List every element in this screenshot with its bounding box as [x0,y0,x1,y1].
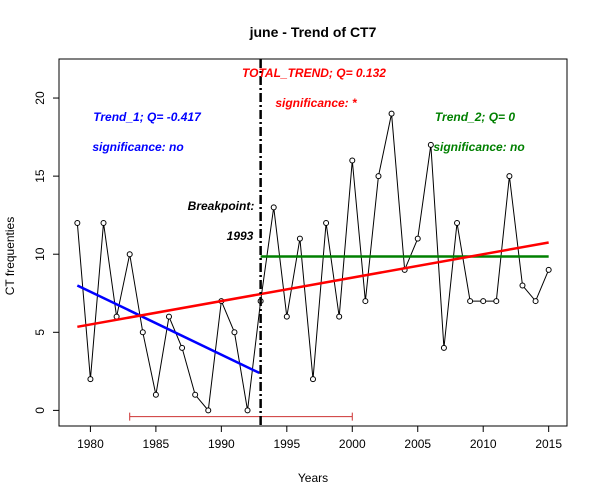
trend2-significance-label: significance: no [433,140,524,154]
data-point [296,235,303,242]
data-point [375,173,382,180]
data-point [362,298,369,305]
x-tick-label: 1995 [273,437,300,451]
data-point [414,235,421,242]
data-point [283,313,290,320]
trend1-significance-label: significance: no [92,140,183,154]
x-tick-label: 1980 [77,437,104,451]
total-trend-line [77,241,549,329]
data-point [336,313,343,320]
data-point [454,219,461,226]
x-axis-label: Years [298,471,328,485]
data-point [152,391,159,398]
y-axis-label: CT frequenties [3,217,17,296]
y-tick-label: 0 [33,407,47,414]
data-point [493,298,500,305]
x-tick-label: 2015 [535,437,562,451]
total-significance-label: significance: * [275,96,358,110]
data-point [231,329,238,336]
plot-area [74,59,552,426]
data-point [323,219,330,226]
data-point [192,391,199,398]
data-point [179,344,186,351]
trend1-line [76,284,260,375]
x-tick-label: 2000 [339,437,366,451]
data-point [440,344,447,351]
x-tick-label: 1985 [143,437,170,451]
data-point [349,157,356,164]
series-line [76,113,550,412]
trend1-label: Trend_1; Q= -0.417 [93,110,202,124]
data-point [388,110,395,117]
breakpoint-label: Breakpoint: [188,199,255,213]
y-tick-label: 15 [33,169,47,183]
data-point [310,376,316,383]
data-point [506,173,513,180]
x-tick-label: 2005 [404,437,431,451]
data-point [244,407,251,414]
chart-title: june - Trend of CT7 [249,24,377,40]
data-point [532,298,539,305]
data-point [205,407,212,414]
total-trend-label: TOTAL_TREND; Q= 0.132 [242,66,386,80]
data-point [100,219,107,226]
breakpoint-year-label: 1993 [227,229,254,243]
data-point [74,219,81,226]
data-point [480,298,487,305]
y-tick-label: 5 [33,329,47,336]
trend2-label: Trend_2; Q= 0 [435,110,515,124]
x-tick-label: 1990 [208,437,235,451]
data-point [165,313,172,320]
data-point [519,282,526,289]
data-point [427,141,434,148]
data-point [270,204,277,211]
data-point [545,266,552,273]
x-tick-label: 2010 [470,437,497,451]
data-point [467,298,474,305]
data-point [87,376,94,383]
data-point [139,329,146,336]
plot-frame [58,58,568,427]
y-tick-label: 10 [33,247,47,261]
data-point [126,251,133,258]
y-tick-label: 20 [33,91,47,105]
